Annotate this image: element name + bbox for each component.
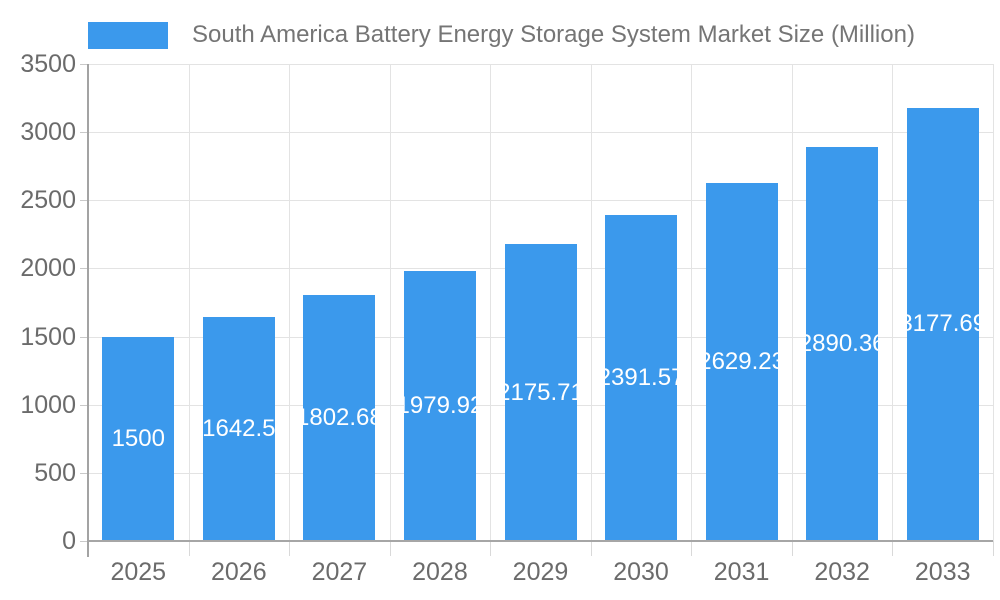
y-axis-tick-label: 1500	[20, 322, 76, 351]
x-axis-tick	[590, 541, 592, 556]
y-axis-tick-label: 1000	[20, 390, 76, 419]
y-axis-tick	[80, 200, 88, 202]
x-axis-tick	[289, 541, 291, 556]
x-axis-tick-label: 2028	[412, 558, 468, 586]
y-axis-tick	[80, 404, 88, 406]
y-axis-tick	[80, 336, 88, 338]
h-gridline	[88, 200, 993, 202]
bar-value-label: 1500	[111, 424, 165, 452]
bar-value-label: 1642.5	[202, 415, 275, 443]
bar: 2175.71	[504, 244, 577, 541]
bar: 1642.5	[202, 317, 275, 541]
y-axis-tick	[80, 541, 88, 542]
bar-value-label: 1802.68	[303, 404, 375, 432]
x-axis-tick	[490, 541, 492, 556]
x-axis-tick-label: 2031	[713, 558, 770, 586]
h-gridline	[88, 64, 993, 65]
v-gridline	[993, 64, 994, 541]
bar-value-label: 2175.71	[505, 378, 577, 406]
y-axis-tick	[80, 268, 88, 270]
bar: 1802.68	[303, 295, 376, 541]
x-axis-line	[88, 540, 993, 542]
x-axis-tick-label: 2030	[613, 558, 669, 586]
bar: 3177.69	[906, 107, 979, 541]
x-axis-tick-label: 2032	[814, 558, 870, 586]
h-gridline	[88, 132, 993, 134]
v-gridline	[188, 64, 190, 541]
bar: 2391.57	[605, 215, 678, 541]
x-axis-tick-label: 2027	[311, 558, 368, 586]
bar-value-label: 1979.92	[404, 392, 476, 420]
y-axis-tick	[80, 64, 88, 65]
x-axis-tick-label: 2033	[914, 558, 971, 586]
bar: 2629.23	[705, 182, 778, 541]
x-axis-tick	[188, 541, 190, 556]
y-axis-line	[87, 64, 89, 557]
x-axis-tick	[389, 541, 391, 556]
v-gridline	[289, 64, 291, 541]
y-axis-tick-label: 0	[62, 527, 76, 555]
y-axis-tick-label: 3000	[20, 118, 76, 147]
bar: 2890.36	[806, 147, 879, 541]
v-gridline	[490, 64, 492, 541]
y-axis-tick	[80, 132, 88, 134]
legend-label: South America Battery Energy Storage Sys…	[192, 21, 915, 48]
y-axis-tick-label: 3500	[20, 50, 76, 78]
bar-value-label: 2391.57	[605, 364, 677, 392]
v-gridline	[892, 64, 894, 541]
bar-value-label: 3177.69	[907, 310, 979, 338]
v-gridline	[590, 64, 592, 541]
x-axis-tick	[892, 541, 894, 556]
x-axis-tick-label: 2029	[512, 558, 569, 586]
x-axis-tick-label: 2025	[110, 558, 167, 586]
y-axis-tick-label: 2000	[20, 254, 76, 283]
x-axis-tick	[993, 541, 994, 556]
y-axis-tick	[80, 472, 88, 474]
v-gridline	[389, 64, 391, 541]
y-axis-tick-label: 500	[34, 458, 76, 487]
v-gridline	[691, 64, 693, 541]
legend: South America Battery Energy Storage Sys…	[88, 20, 915, 50]
bar-value-label: 2890.36	[806, 330, 878, 358]
x-axis-tick	[791, 541, 793, 556]
y-axis-tick-label: 2500	[20, 186, 76, 215]
x-axis-tick	[691, 541, 693, 556]
x-axis-tick-label: 2026	[211, 558, 267, 586]
legend-swatch	[88, 21, 168, 49]
bar: 1979.92	[403, 271, 476, 541]
v-gridline	[791, 64, 793, 541]
bar: 1500	[102, 336, 175, 541]
bar-value-label: 2629.23	[706, 347, 778, 375]
